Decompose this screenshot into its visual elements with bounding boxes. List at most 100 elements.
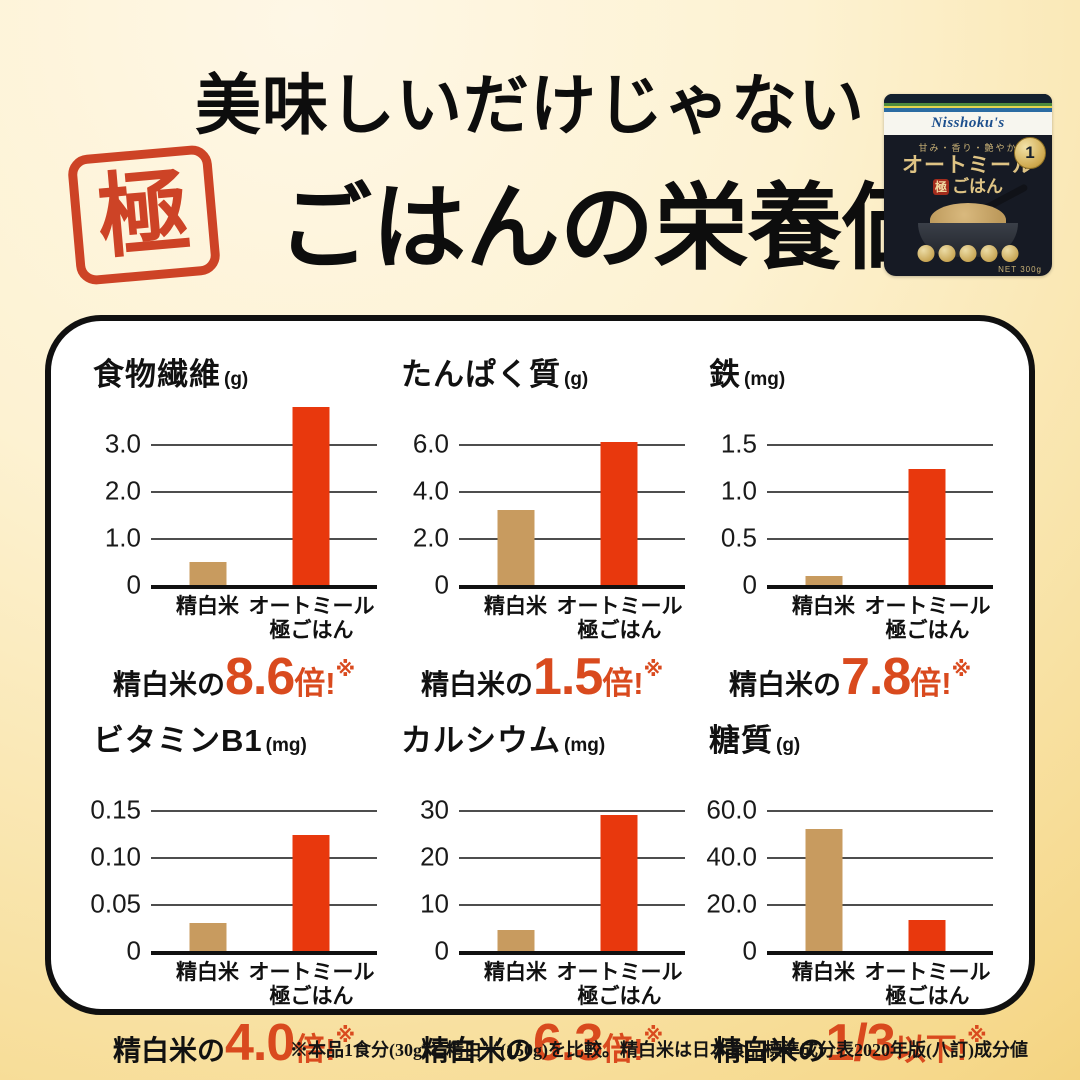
- chart-unit-label: (mg): [744, 369, 786, 390]
- y-tick-label: 20.0: [706, 888, 757, 919]
- ratio-prefix: 精白米の: [728, 669, 841, 700]
- y-tick-zero: 0: [742, 935, 757, 966]
- nutrient-chart: ビタミンB1 (mg) 0.15 0.10 0.05 0 精白米 オートミール 極ごはん …: [90, 715, 377, 1069]
- chart-plot: [767, 766, 993, 955]
- charts-grid: 食物繊維 (g) 3.0 2.0 1.0 0 精白米 オートミール 極ごはん 精白米の8.…: [51, 321, 1029, 1069]
- y-tick-label: 40.0: [706, 841, 757, 872]
- ratio-value: 1/3: [825, 1014, 895, 1072]
- y-axis-labels: 1.5 1.0 0.5 0: [707, 400, 767, 600]
- nutrient-chart: カルシウム (mg) 30 20 10 0 精白米 オートミール 極ごはん 精白米の6.3…: [399, 715, 685, 1069]
- goku-stamp-kanji: 極: [93, 160, 195, 270]
- package-body: 1 甘み・香り・艶やか オートミール 極 ごはん NET 300g: [884, 135, 1052, 276]
- net-weight-label: NET 300g: [998, 265, 1042, 274]
- ratio-prefix: 精白米の: [112, 1035, 225, 1066]
- y-tick-label: 0.10: [90, 841, 141, 872]
- gridline: [151, 810, 377, 813]
- gridline: [459, 444, 685, 447]
- ratio-callout: 精白米の6.3倍!※: [399, 1017, 685, 1069]
- ratio-note-mark: ※: [335, 659, 356, 681]
- ratio-callout: 精白米の8.6倍!※: [91, 651, 377, 703]
- chart-title: カルシウム (mg): [401, 715, 685, 760]
- ratio-prefix: 精白米の: [713, 1035, 826, 1066]
- category-label: 精白米: [484, 595, 547, 618]
- gridline: [459, 856, 685, 859]
- y-axis-labels: 3.0 2.0 1.0 0: [91, 400, 151, 600]
- nutrient-chart: 鉄 (mg) 1.5 1.0 0.5 0 精白米 オートミール 極ごはん 精白米の7.8倍…: [707, 349, 993, 703]
- feature-badge: [959, 245, 977, 262]
- gridline: [151, 904, 377, 907]
- y-tick-label: 1.5: [720, 428, 757, 459]
- chart-unit-label: (mg): [265, 735, 307, 756]
- category-label: 精白米: [792, 595, 855, 618]
- ratio-note-mark: ※: [951, 659, 972, 681]
- ratio-note-mark: ※: [643, 1025, 664, 1047]
- award-badge-number: 1: [1025, 143, 1035, 162]
- chart-title: たんぱく質 (g): [401, 349, 685, 394]
- x-axis-labels: 精白米 オートミール 極ごはん: [767, 595, 993, 647]
- category-label: オートミール 極ごはん: [556, 961, 683, 1009]
- chart-plot: [151, 400, 377, 589]
- gridline: [767, 491, 993, 494]
- chart-body: 3.0 2.0 1.0 0: [91, 400, 377, 600]
- category-label: オートミール 極ごはん: [248, 961, 375, 1009]
- chart-unit-label: (mg): [564, 735, 606, 756]
- category-label: オートミール 極ごはん: [864, 961, 991, 1009]
- feature-badge: [980, 245, 998, 262]
- ratio-suffix: 倍!: [294, 1032, 336, 1067]
- y-tick-zero: 0: [742, 569, 757, 600]
- ratio-suffix: 倍!: [294, 666, 336, 701]
- chart-plot: [151, 766, 377, 955]
- package-goku-stamp: 極: [933, 179, 949, 196]
- gridline: [459, 538, 685, 541]
- chart-body: 6.0 4.0 2.0 0: [399, 400, 685, 600]
- y-tick-zero: 0: [434, 935, 449, 966]
- y-tick-label: 2.0: [104, 475, 141, 506]
- y-tick-label: 2.0: [412, 522, 449, 553]
- x-axis-labels: 精白米 オートミール 極ごはん: [459, 961, 685, 1013]
- y-tick-label: 3.0: [104, 428, 141, 459]
- bar-oatmeal: [292, 834, 330, 951]
- ratio-prefix: 精白米の: [420, 1035, 533, 1066]
- gridline: [459, 903, 685, 906]
- nutrition-panel: 食物繊維 (g) 3.0 2.0 1.0 0 精白米 オートミール 極ごはん 精白米の8.…: [45, 315, 1035, 1069]
- bar-oatmeal: [600, 814, 638, 951]
- chart-body: 30 20 10 0: [399, 766, 685, 966]
- feature-badge: [917, 245, 935, 262]
- y-tick-label: 1.0: [720, 475, 757, 506]
- brand-logo-text: Nisshoku's: [931, 115, 1005, 131]
- y-axis-labels: 60.0 40.0 20.0 0: [706, 766, 767, 965]
- bar-rice: [497, 510, 534, 585]
- y-tick-label: 0.15: [90, 794, 141, 825]
- ratio-value: 7.8: [840, 648, 911, 706]
- gridline: [767, 856, 993, 859]
- ratio-prefix: 精白米の: [112, 669, 225, 700]
- chart-plot: [767, 400, 993, 589]
- feature-badge: [1001, 245, 1019, 262]
- ratio-note-mark: ※: [643, 659, 664, 681]
- bar-rice: [805, 575, 842, 585]
- gridline: [767, 538, 993, 541]
- ratio-suffix: 倍!: [602, 1032, 644, 1067]
- bar-rice: [805, 828, 842, 951]
- x-axis-labels: 精白米 オートミール 極ごはん: [151, 595, 377, 647]
- feature-badge: [938, 245, 956, 262]
- gridline: [151, 444, 377, 447]
- gridline: [767, 809, 993, 812]
- chart-title: 食物繊維 (g): [93, 349, 377, 394]
- category-label: オートミール 極ごはん: [556, 595, 683, 643]
- y-tick-label: 10: [420, 888, 449, 919]
- y-tick-label: 6.0: [412, 428, 449, 459]
- ratio-suffix: 倍!: [602, 666, 644, 701]
- package-top-band: [884, 94, 1052, 103]
- goku-stamp: 極: [66, 143, 222, 287]
- category-label: オートミール 極ごはん: [864, 595, 991, 643]
- gridline: [151, 857, 377, 860]
- gridline: [767, 444, 993, 447]
- award-badge: 1: [1014, 137, 1046, 169]
- chart-plot: [459, 766, 685, 955]
- y-tick-zero: 0: [126, 935, 141, 966]
- chart-title-text: たんぱく質: [401, 357, 561, 392]
- chart-body: 60.0 40.0 20.0 0: [706, 766, 993, 966]
- ratio-value: 8.6: [224, 648, 295, 706]
- package-product-name: オートミール: [902, 154, 1034, 177]
